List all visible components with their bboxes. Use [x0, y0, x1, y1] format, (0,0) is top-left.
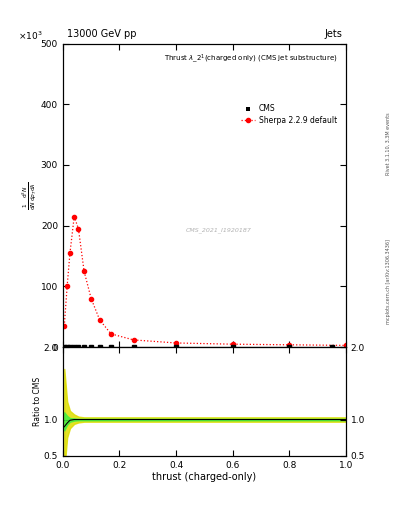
- Text: $\times 10^3$: $\times 10^3$: [18, 30, 42, 42]
- Text: mcplots.cern.ch [arXiv:1306.3436]: mcplots.cern.ch [arXiv:1306.3436]: [386, 239, 391, 324]
- Legend: CMS, Sherpa 2.2.9 default: CMS, Sherpa 2.2.9 default: [239, 102, 339, 127]
- Y-axis label: $\frac{1}{\mathrm{d}N} \frac{\mathrm{d}^2 N}{\mathrm{d}p_T \mathrm{d}\lambda}$: $\frac{1}{\mathrm{d}N} \frac{\mathrm{d}^…: [21, 181, 39, 209]
- Text: Rivet 3.1.10, 3.3M events: Rivet 3.1.10, 3.3M events: [386, 112, 391, 175]
- Text: Jets: Jets: [324, 29, 342, 39]
- Text: 13000 GeV pp: 13000 GeV pp: [67, 29, 136, 39]
- Text: Thrust $\lambda$_$2^1$(charged only) (CMS jet substructure): Thrust $\lambda$_$2^1$(charged only) (CM…: [163, 53, 337, 66]
- Text: CMS_2021_I1920187: CMS_2021_I1920187: [185, 228, 252, 233]
- Y-axis label: Ratio to CMS: Ratio to CMS: [33, 377, 42, 426]
- X-axis label: thrust (charged-only): thrust (charged-only): [152, 472, 256, 482]
